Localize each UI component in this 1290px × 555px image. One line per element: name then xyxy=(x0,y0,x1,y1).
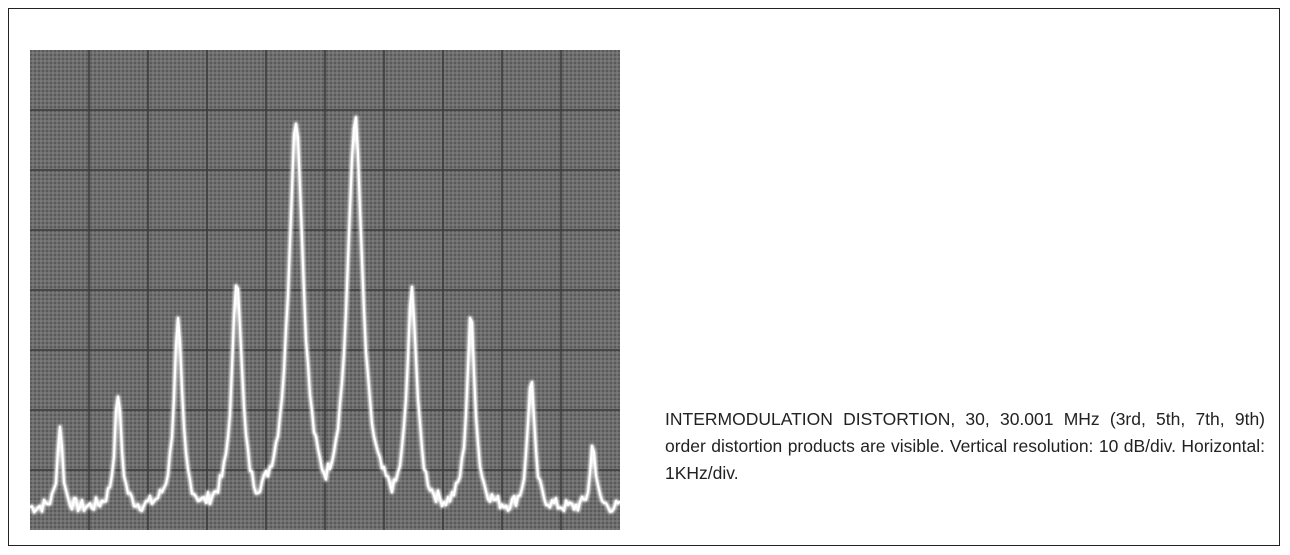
figure-frame xyxy=(8,8,1280,546)
caption: INTERMODULATION DISTORTION, 30, 30.001 M… xyxy=(665,409,1265,483)
oscilloscope-photo xyxy=(30,50,620,530)
graticule xyxy=(30,50,620,530)
trace xyxy=(30,116,620,514)
